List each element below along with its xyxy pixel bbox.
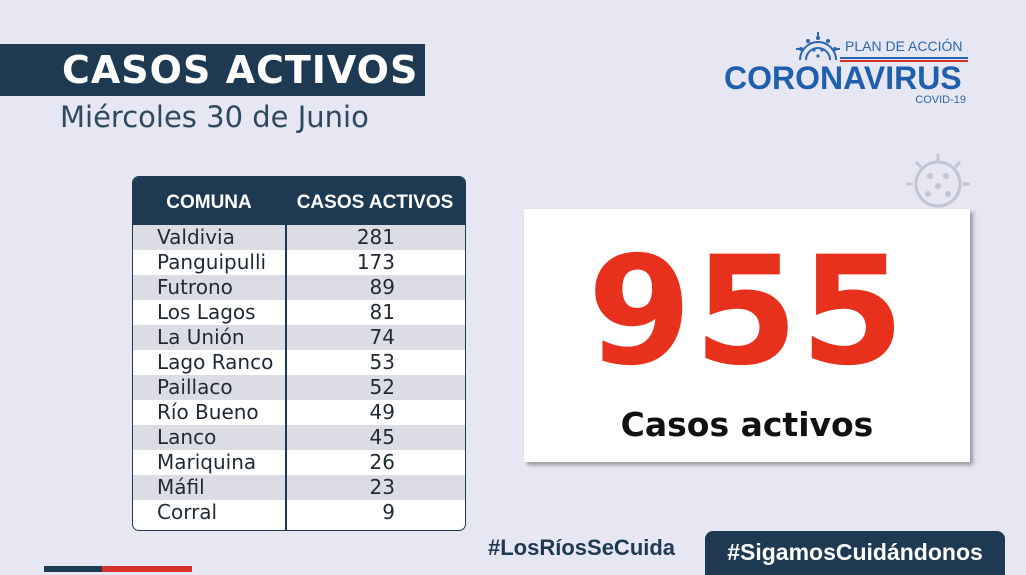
- table-row: Lago Ranco 53: [133, 350, 465, 375]
- table-row: Paillaco 52: [133, 375, 465, 400]
- comuna-cell: Mariquina: [157, 450, 257, 474]
- flag-stripe-red: [102, 566, 192, 572]
- comuna-cell: Máfil: [157, 475, 205, 499]
- virus-icon: [796, 32, 840, 61]
- plan-coronavirus-logo: PLAN DE ACCIÓN CORONAVIRUS COVID-19: [722, 32, 972, 112]
- table-header: COMUNA CASOS ACTIVOS: [133, 177, 465, 225]
- hashtag-sigamos: #SigamosCuidándonos: [727, 539, 983, 565]
- background-virus-icon: [906, 154, 970, 208]
- comuna-cell: Los Lagos: [157, 300, 256, 324]
- column-divider: [285, 177, 287, 530]
- table-row: Futrono 89: [133, 275, 465, 300]
- total-number: 955: [587, 225, 907, 399]
- table-row: Corral 9: [133, 500, 465, 525]
- page-title: CASOS ACTIVOS: [62, 48, 419, 92]
- column-header-comuna: COMUNA: [166, 192, 252, 213]
- logo-underline-blue: [840, 57, 968, 59]
- table-row: Lanco 45: [133, 425, 465, 450]
- logo-underline-red: [840, 60, 968, 62]
- comuna-cell: Corral: [157, 500, 218, 524]
- logo-covid-text: COVID-19: [915, 94, 966, 106]
- comuna-cell: Lago Ranco: [157, 350, 274, 374]
- title-banner: [0, 44, 425, 96]
- comuna-cell: Futrono: [157, 275, 233, 299]
- casos-cell: 26: [369, 450, 395, 474]
- comuna-cell: Panguipulli: [157, 250, 267, 274]
- table-row: Panguipulli 173: [133, 250, 465, 275]
- column-header-casos: CASOS ACTIVOS: [296, 192, 454, 213]
- casos-cell: 281: [356, 225, 395, 249]
- table-row: Máfil 23: [133, 475, 465, 500]
- casos-cell: 45: [369, 425, 395, 449]
- table-row: La Unión 74: [133, 325, 465, 350]
- cases-table: COMUNA CASOS ACTIVOS Valdivia 281 Panguipu…: [132, 176, 466, 531]
- hashtag-los-rios: #LosRíosSeCuida: [488, 535, 676, 560]
- flag-stripe-blue: [44, 566, 102, 572]
- table-row: Los Lagos 81: [133, 300, 465, 325]
- casos-cell: 9: [382, 500, 395, 524]
- table-row: Valdivia 281: [133, 225, 465, 250]
- hashtag-box: #SigamosCuidándonos: [705, 531, 1005, 575]
- casos-cell: 81: [369, 300, 395, 324]
- table-row: Mariquina 26: [133, 450, 465, 475]
- casos-cell: 173: [356, 250, 395, 274]
- date-subtitle: Miércoles 30 de Junio: [60, 100, 369, 134]
- total-label: Casos activos: [620, 405, 874, 444]
- comuna-cell: Río Bueno: [157, 400, 259, 424]
- casos-cell: 52: [369, 375, 395, 399]
- casos-cell: 89: [369, 275, 395, 299]
- casos-cell: 74: [369, 325, 395, 349]
- comuna-cell: Lanco: [157, 425, 217, 449]
- casos-cell: 53: [369, 350, 395, 374]
- total-box: 955 Casos activos: [524, 209, 970, 462]
- comuna-cell: Valdivia: [157, 225, 235, 249]
- casos-cell: 23: [369, 475, 395, 499]
- comuna-cell: La Unión: [157, 325, 245, 349]
- table-row: Río Bueno 49: [133, 400, 465, 425]
- casos-cell: 49: [369, 400, 395, 424]
- comuna-cell: Paillaco: [157, 375, 233, 399]
- logo-coronavirus-text: CORONAVIRUS: [724, 60, 962, 96]
- logo-plan-text: PLAN DE ACCIÓN: [845, 38, 963, 54]
